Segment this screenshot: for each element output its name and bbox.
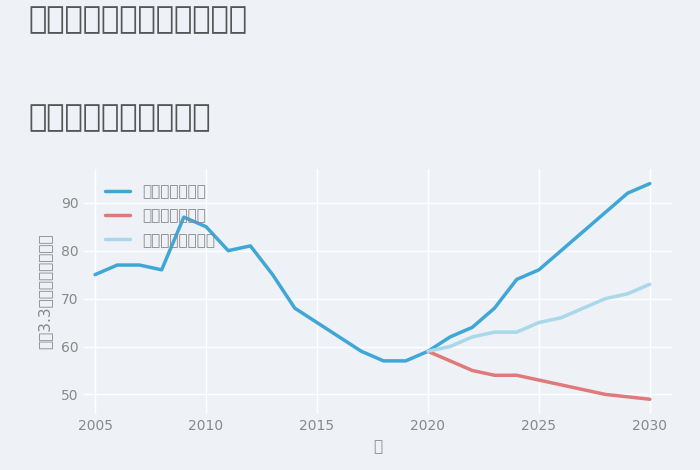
グッドシナリオ: [135, 262, 143, 268]
ノーマルシナリオ: [579, 306, 587, 311]
グッドシナリオ: [535, 267, 543, 273]
Line: ノーマルシナリオ: ノーマルシナリオ: [428, 284, 650, 351]
バッドシナリオ: [424, 348, 432, 354]
バッドシナリオ: [557, 382, 566, 388]
ノーマルシナリオ: [468, 334, 477, 340]
バッドシナリオ: [624, 394, 632, 399]
グッドシナリオ: [113, 262, 122, 268]
ノーマルシナリオ: [624, 291, 632, 297]
グッドシナリオ: [180, 214, 188, 220]
グッドシナリオ: [91, 272, 99, 277]
グッドシナリオ: [268, 272, 277, 277]
ノーマルシナリオ: [601, 296, 610, 301]
ノーマルシナリオ: [446, 344, 454, 349]
バッドシナリオ: [468, 368, 477, 373]
バッドシナリオ: [579, 387, 587, 392]
バッドシナリオ: [490, 372, 498, 378]
Line: バッドシナリオ: バッドシナリオ: [428, 351, 650, 399]
ノーマルシナリオ: [645, 282, 654, 287]
グッドシナリオ: [290, 306, 299, 311]
ノーマルシナリオ: [557, 315, 566, 321]
グッドシナリオ: [158, 267, 166, 273]
Text: 中古戸建ての価格推移: 中古戸建ての価格推移: [28, 103, 211, 133]
グッドシナリオ: [601, 210, 610, 215]
ノーマルシナリオ: [512, 329, 521, 335]
グッドシナリオ: [446, 334, 454, 340]
グッドシナリオ: [379, 358, 388, 364]
グッドシナリオ: [313, 320, 321, 325]
グッドシナリオ: [202, 224, 210, 229]
Legend: グッドシナリオ, バッドシナリオ, ノーマルシナリオ: グッドシナリオ, バッドシナリオ, ノーマルシナリオ: [97, 177, 223, 256]
ノーマルシナリオ: [535, 320, 543, 325]
グッドシナリオ: [557, 248, 566, 253]
グッドシナリオ: [402, 358, 410, 364]
バッドシナリオ: [446, 358, 454, 364]
グッドシナリオ: [424, 348, 432, 354]
Line: グッドシナリオ: グッドシナリオ: [95, 184, 650, 361]
X-axis label: 年: 年: [373, 439, 383, 454]
ノーマルシナリオ: [490, 329, 498, 335]
Y-axis label: 坪（3.3㎡）単価（万円）: 坪（3.3㎡）単価（万円）: [38, 234, 52, 349]
グッドシナリオ: [579, 229, 587, 235]
Text: 三重県松阪市御麻生薗町の: 三重県松阪市御麻生薗町の: [28, 5, 247, 34]
バッドシナリオ: [601, 392, 610, 397]
バッドシナリオ: [512, 372, 521, 378]
ノーマルシナリオ: [424, 348, 432, 354]
グッドシナリオ: [246, 243, 255, 249]
グッドシナリオ: [468, 324, 477, 330]
バッドシナリオ: [535, 377, 543, 383]
グッドシナリオ: [357, 348, 365, 354]
グッドシナリオ: [645, 181, 654, 187]
グッドシナリオ: [512, 277, 521, 282]
グッドシナリオ: [224, 248, 232, 253]
グッドシナリオ: [490, 306, 498, 311]
グッドシナリオ: [624, 190, 632, 196]
バッドシナリオ: [645, 396, 654, 402]
グッドシナリオ: [335, 334, 344, 340]
